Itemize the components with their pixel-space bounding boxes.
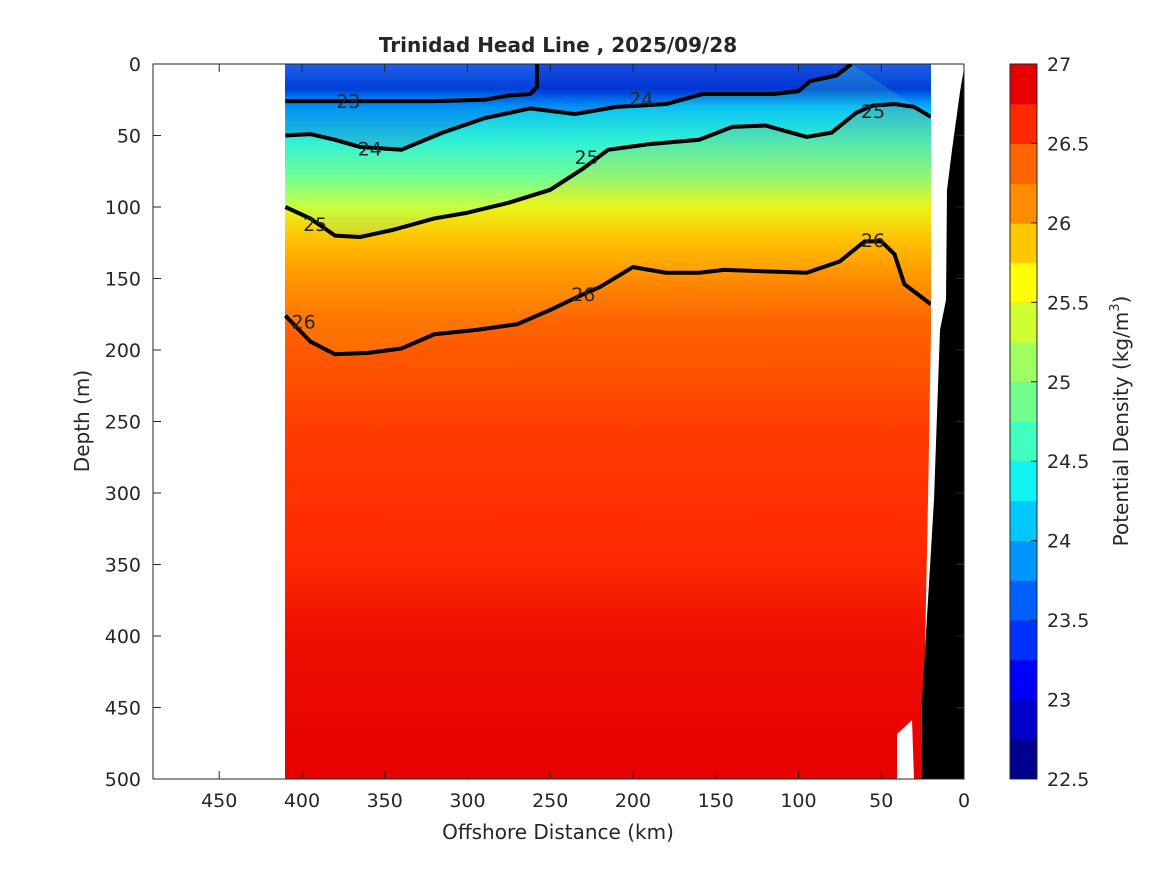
colorbar-tick-label: 25 — [1047, 372, 1071, 394]
y-tick-label: 0 — [129, 54, 141, 76]
x-tick-label: 350 — [367, 790, 403, 812]
chart-title: Trinidad Head Line , 2025/09/28 — [379, 33, 737, 57]
y-tick-label: 300 — [105, 483, 141, 505]
contour-label: 25 — [303, 214, 327, 236]
x-tick-label: 450 — [201, 790, 237, 812]
x-tick-label: 250 — [532, 790, 568, 812]
contour-label: 26 — [861, 230, 885, 252]
colorbar-tick-label: 23.5 — [1047, 610, 1089, 632]
contour-label: 24 — [358, 138, 382, 160]
contour-label: 26 — [571, 284, 595, 306]
x-axis-label: Offshore Distance (km) — [442, 820, 674, 844]
colorbar-segment — [1010, 421, 1037, 462]
colorbar-tick-label: 22.5 — [1047, 769, 1089, 791]
colorbar-segment — [1010, 143, 1037, 184]
colorbar-segment — [1010, 342, 1037, 383]
isopycnal-26 — [283, 239, 933, 357]
y-tick-label: 150 — [105, 269, 141, 291]
colorbar-segment — [1010, 580, 1037, 621]
x-tick-label: 200 — [615, 790, 651, 812]
band-24-25 — [285, 64, 931, 238]
x-tick-label: 50 — [869, 790, 893, 812]
contour-label: 24 — [629, 88, 653, 110]
colorbar-segment — [1010, 500, 1037, 542]
y-axis-label: Depth (m) — [70, 370, 94, 472]
colorbar-segment — [1010, 739, 1037, 780]
colorbar-tick-label: 26 — [1047, 213, 1071, 235]
x-tick-label: 150 — [698, 790, 734, 812]
colorbar-label: Potential Density (kg/m3) — [1108, 296, 1133, 547]
y-tick-label: 100 — [105, 197, 141, 219]
isopycnal-24 — [285, 64, 853, 152]
y-tick-label: 450 — [105, 698, 141, 720]
y-tick-label: 200 — [105, 340, 141, 362]
x-tick-label: 400 — [284, 790, 320, 812]
colorbar-segment — [1010, 262, 1037, 303]
colorbar-tick-label: 24.5 — [1047, 451, 1089, 473]
colorbar-segment — [1010, 222, 1037, 264]
colorbar-segment — [1010, 461, 1037, 502]
contour-label: 23 — [336, 91, 360, 113]
y-tick-label: 350 — [105, 555, 141, 577]
colorbar-segment — [1010, 381, 1037, 422]
colorbar-tick-label: 25.5 — [1047, 292, 1089, 314]
y-tick-label: 400 — [105, 626, 141, 648]
colorbar-tick-label: 23 — [1047, 690, 1071, 712]
band-25-26 — [285, 104, 931, 355]
colorbar-segment — [1010, 103, 1037, 144]
ocean-density-field — [285, 64, 931, 779]
colorbar-segment — [1010, 659, 1037, 701]
colorbar-tick-label: 27 — [1047, 54, 1071, 76]
colorbar-segment — [1010, 302, 1037, 343]
colorbar-segment — [1010, 699, 1037, 740]
contour-label: 25 — [575, 147, 599, 169]
colorbar-frame — [1009, 63, 1038, 780]
colorbar-segment — [1010, 64, 1037, 105]
colorbar-tick-label: 26.5 — [1047, 133, 1089, 155]
seafloor-shelf — [922, 68, 964, 779]
colorbar-segment — [1010, 540, 1037, 581]
y-tick-label: 500 — [105, 769, 141, 791]
y-tick-label: 50 — [117, 126, 141, 148]
x-tick-label: 100 — [780, 790, 816, 812]
band-23-24 — [285, 64, 852, 150]
isopycnal-23 — [285, 64, 539, 104]
colorbar-segment — [1010, 183, 1037, 224]
x-tick-label: 0 — [958, 790, 970, 812]
colorbar-tick-label: 24 — [1047, 531, 1071, 553]
seafloor-gap — [897, 720, 914, 779]
contour-label: 25 — [861, 101, 885, 123]
isopycnal-25 — [284, 102, 932, 240]
x-tick-label: 300 — [449, 790, 485, 812]
y-tick-label: 250 — [105, 412, 141, 434]
contour-label: 26 — [292, 311, 316, 333]
colorbar-segment — [1010, 620, 1037, 661]
